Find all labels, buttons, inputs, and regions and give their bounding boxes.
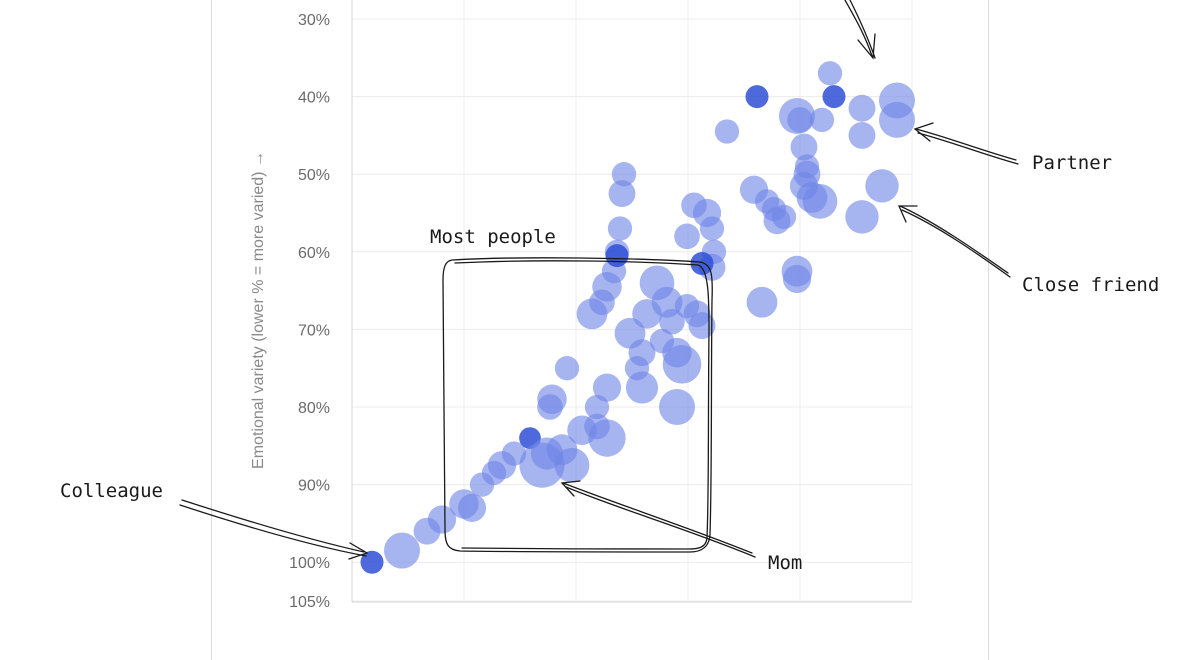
y-tick-label: 30% bbox=[298, 12, 330, 29]
annotation-top-arrowhead bbox=[857, 33, 876, 60]
data-point bbox=[427, 505, 457, 534]
data-point bbox=[809, 107, 835, 133]
y-tick-label: 50% bbox=[298, 167, 330, 184]
data-point bbox=[607, 216, 633, 241]
data-point bbox=[822, 85, 846, 109]
chart-panel bbox=[211, 0, 989, 660]
data-point bbox=[659, 308, 685, 335]
data-point bbox=[625, 371, 659, 404]
data-points bbox=[360, 61, 915, 574]
data-point bbox=[659, 389, 695, 425]
data-point bbox=[611, 162, 637, 187]
y-tick-label: 90% bbox=[298, 478, 330, 495]
y-tick-label: 105% bbox=[289, 594, 330, 611]
annotation-colleague-label: Colleague bbox=[60, 480, 163, 502]
y-axis-label: Emotional variety (lower % = more varied… bbox=[250, 151, 267, 469]
data-point bbox=[554, 356, 580, 381]
data-point bbox=[790, 133, 818, 161]
data-point bbox=[628, 339, 656, 367]
data-point bbox=[662, 345, 702, 384]
data-point bbox=[605, 244, 629, 268]
data-point bbox=[608, 180, 636, 208]
data-point bbox=[384, 532, 420, 569]
y-tick-label: 100% bbox=[289, 555, 330, 572]
data-point bbox=[588, 419, 626, 457]
data-point bbox=[554, 447, 590, 483]
data-point bbox=[592, 373, 622, 402]
data-point bbox=[865, 169, 899, 203]
annotation-close-friend-arrowhead bbox=[898, 205, 918, 223]
data-point bbox=[674, 223, 700, 250]
annotation-most-people-box-sketch bbox=[454, 260, 710, 550]
annotation-mom-arrowhead bbox=[560, 480, 581, 497]
annotation-partner-arrow bbox=[915, 128, 1019, 165]
data-point bbox=[848, 94, 876, 122]
data-point bbox=[848, 121, 876, 149]
scatter-chart: 30% 40% 50% 60% 70% 80% 90% 100% 105% Emotional … bbox=[60, 0, 1159, 611]
data-point bbox=[714, 119, 740, 144]
data-point bbox=[782, 264, 812, 294]
data-point bbox=[845, 200, 879, 234]
data-point bbox=[746, 286, 778, 318]
data-point bbox=[699, 216, 725, 241]
annotation-top-arrow bbox=[844, 0, 876, 59]
annotation-mom-arrow bbox=[562, 482, 756, 558]
annotation-close-friend-label: Close friend bbox=[1022, 274, 1159, 296]
data-point bbox=[802, 184, 838, 219]
data-point bbox=[771, 204, 797, 230]
y-tick-label: 40% bbox=[298, 90, 330, 107]
data-point bbox=[879, 101, 915, 138]
data-point bbox=[457, 493, 487, 522]
annotation-most-people-box bbox=[442, 257, 713, 553]
annotation-partner-arrowhead bbox=[913, 122, 934, 142]
y-tick-label: 60% bbox=[298, 245, 330, 262]
annotation-most-people-label: Most people bbox=[430, 226, 556, 248]
y-tick-label: 80% bbox=[298, 400, 330, 417]
annotation-colleague-arrow bbox=[179, 499, 367, 557]
data-point bbox=[817, 61, 843, 86]
data-point bbox=[745, 85, 769, 109]
annotation-partner-label: Partner bbox=[1032, 152, 1112, 174]
annotation-close-friend-arrow bbox=[899, 205, 1011, 278]
annotations: Colleague Mom Partner Close friend Most peop… bbox=[60, 0, 1159, 574]
y-axis-ticks: 30% 40% 50% 60% 70% 80% 90% 100% 105% bbox=[289, 12, 330, 611]
data-point bbox=[787, 107, 813, 133]
data-point bbox=[501, 441, 527, 466]
data-point bbox=[690, 251, 714, 275]
data-point bbox=[537, 384, 567, 414]
annotation-colleague-arrowhead bbox=[348, 542, 369, 560]
annotation-mom-label: Mom bbox=[768, 552, 802, 574]
y-tick-label: 70% bbox=[298, 322, 330, 339]
